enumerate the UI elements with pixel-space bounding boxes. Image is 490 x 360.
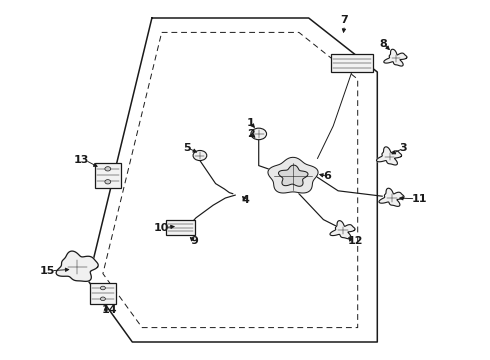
Polygon shape — [56, 251, 98, 282]
Text: 10: 10 — [154, 222, 169, 233]
Text: 2: 2 — [247, 129, 255, 139]
Text: 9: 9 — [190, 236, 198, 246]
Text: 7: 7 — [341, 15, 348, 25]
Bar — [331, 54, 372, 72]
Text: 12: 12 — [348, 236, 364, 246]
Circle shape — [193, 150, 207, 161]
Polygon shape — [376, 147, 402, 165]
Bar — [95, 163, 121, 188]
Text: 11: 11 — [412, 194, 427, 204]
Text: 6: 6 — [323, 171, 331, 181]
Text: 14: 14 — [102, 305, 118, 315]
Circle shape — [105, 167, 111, 171]
Polygon shape — [330, 221, 355, 239]
Circle shape — [105, 180, 111, 184]
Text: 4: 4 — [242, 195, 249, 205]
Text: 13: 13 — [74, 155, 89, 165]
Circle shape — [251, 128, 267, 140]
Polygon shape — [379, 188, 404, 206]
Polygon shape — [268, 157, 318, 193]
Text: 3: 3 — [399, 143, 407, 153]
Circle shape — [100, 286, 105, 290]
Text: 5: 5 — [183, 143, 191, 153]
Polygon shape — [278, 165, 308, 186]
Text: 15: 15 — [40, 266, 55, 276]
Circle shape — [100, 297, 105, 301]
Polygon shape — [384, 49, 407, 66]
Bar — [166, 220, 195, 235]
Text: 1: 1 — [247, 118, 255, 128]
Text: 8: 8 — [380, 39, 388, 49]
Bar — [90, 283, 116, 304]
